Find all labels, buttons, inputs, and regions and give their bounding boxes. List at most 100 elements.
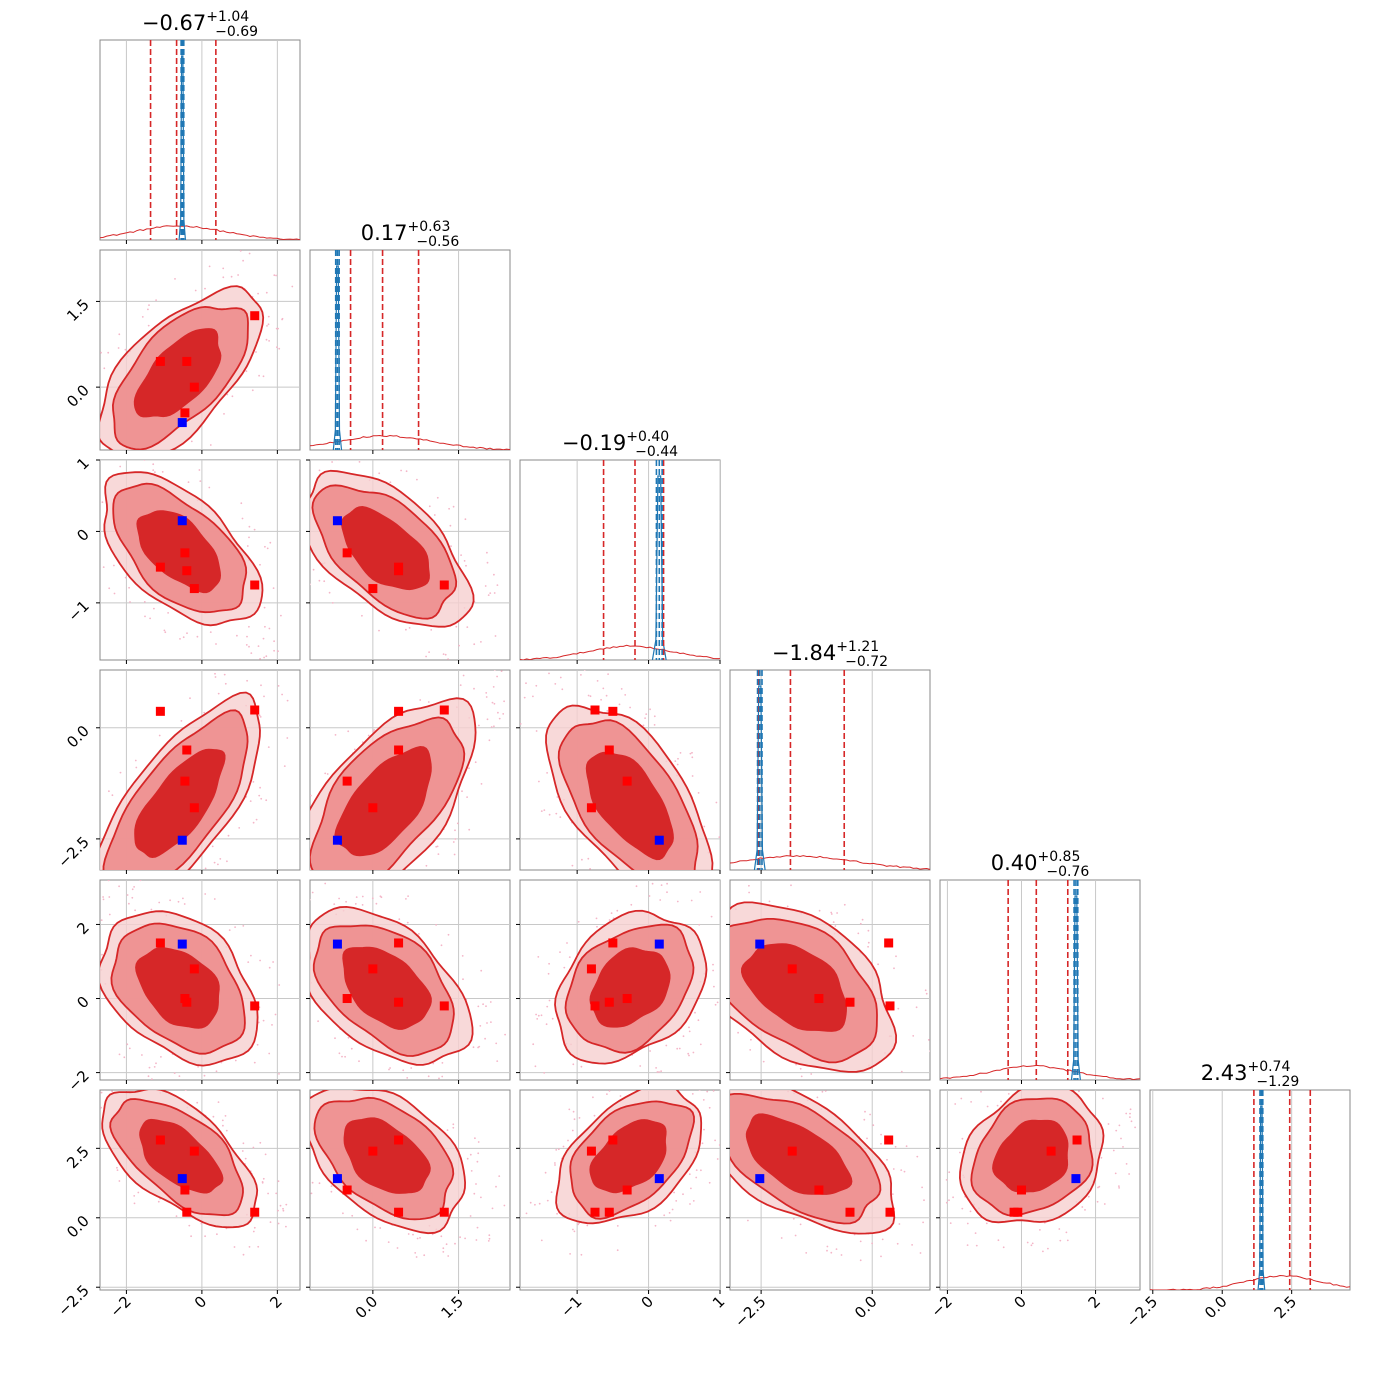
scatter-point (246, 545, 249, 547)
scatter-point (535, 730, 538, 732)
tick-label-x: −2.5 (731, 1292, 769, 1330)
scatter-point (493, 592, 496, 594)
scatter-point (966, 1244, 969, 1246)
scatter-point (460, 554, 462, 556)
scatter-point (82, 501, 84, 503)
scatter-point (525, 1212, 528, 1215)
scatter-point (108, 896, 111, 898)
scatter-point (66, 958, 68, 960)
scatter-point (682, 1193, 684, 1196)
scatter-point (80, 988, 82, 990)
tick-label-y: 0.0 (63, 381, 93, 411)
contour-level-2 (992, 1119, 1069, 1193)
scatter-point (556, 796, 559, 798)
scatter-point (214, 676, 217, 678)
scatter-point (666, 891, 668, 894)
scatter-point (375, 902, 378, 905)
scatter-point (1081, 1206, 1084, 1208)
scatter-point (479, 1025, 482, 1027)
scatter-point (703, 825, 706, 828)
panel-4-4: 0.40+0.85 −0.76 (939, 849, 1141, 1084)
scatter-point (447, 1255, 450, 1257)
scatter-point (948, 1199, 950, 1202)
scatter-point (698, 1090, 701, 1091)
scatter-point (936, 1185, 938, 1187)
scatter-point (596, 680, 599, 682)
scatter-point (698, 923, 701, 926)
scatter-point (880, 1133, 882, 1136)
histogram-wide (100, 225, 300, 240)
scatter-point (903, 1170, 906, 1173)
scatter-point (449, 524, 452, 527)
scatter-point (100, 351, 102, 354)
scatter-point (824, 1090, 827, 1092)
scatter-point (489, 592, 492, 594)
scatter-point (80, 1125, 82, 1127)
scatter-point (441, 1062, 444, 1064)
scatter-point (1103, 1203, 1106, 1205)
scatter-point (258, 794, 261, 797)
scatter-point (423, 1254, 426, 1257)
scatter-point (799, 1067, 802, 1070)
scatter-point (118, 1180, 121, 1182)
scatter-point (834, 925, 837, 927)
scatter-point (1112, 1149, 1115, 1152)
scatter-point (98, 1064, 100, 1066)
scatter-point (1030, 1244, 1033, 1247)
scatter-point (448, 507, 450, 510)
scatter-point (469, 1215, 472, 1217)
scatter-point (252, 1230, 255, 1233)
scatter-point (398, 918, 401, 921)
scatter-point (929, 1050, 930, 1052)
scatter-point (380, 896, 383, 899)
scatter-point (111, 1090, 113, 1093)
panel-2-2: −0.19+0.40 −0.44 (519, 429, 721, 664)
scatter-point (557, 1148, 560, 1151)
truth-marker (155, 562, 165, 572)
scatter-point (269, 541, 272, 544)
reference-marker (755, 939, 765, 949)
scatter-point (440, 944, 443, 947)
scatter-point (931, 1197, 933, 1199)
scatter-point (147, 1075, 150, 1078)
scatter-point (1114, 1172, 1117, 1175)
scatter-point (384, 454, 386, 456)
scatter-point (244, 1157, 247, 1160)
scatter-point (317, 1020, 319, 1023)
scatter-point (460, 1086, 462, 1088)
panel-5-3: −2.5 0.0 (726, 1082, 931, 1331)
scatter-point (1097, 1186, 1099, 1189)
tick-label-y: 2.5 (63, 1142, 93, 1172)
scatter-point (274, 1013, 277, 1016)
scatter-point (154, 471, 156, 473)
scatter-point (710, 915, 713, 918)
scatter-point (70, 923, 72, 925)
scatter-point (122, 1082, 124, 1084)
tick-label-x: 0.0 (851, 1292, 881, 1322)
scatter-point (572, 1228, 574, 1231)
scatter-point (143, 601, 146, 603)
truth-marker (182, 356, 192, 366)
scatter-point (89, 920, 91, 922)
reference-marker (755, 1174, 765, 1184)
scatter-point (450, 545, 452, 548)
scatter-point (462, 674, 465, 677)
scatter-point (805, 1252, 808, 1254)
scatter-point (688, 1054, 690, 1057)
scatter-point (72, 1120, 74, 1122)
scatter-point (298, 1083, 300, 1085)
scatter-point (372, 730, 375, 733)
scatter-point (285, 1203, 288, 1206)
scatter-point (262, 637, 265, 640)
reference-marker (1071, 1174, 1081, 1184)
scatter-point (324, 882, 327, 885)
scatter-point (86, 523, 88, 525)
scatter-point (323, 580, 326, 583)
scatter-point (268, 1052, 271, 1055)
scatter-point (328, 591, 331, 594)
scatter-point (540, 1239, 543, 1242)
scatter-point (866, 1085, 868, 1087)
scatter-point (1065, 1231, 1068, 1234)
scatter-point (777, 1082, 779, 1084)
scatter-point (725, 930, 727, 932)
